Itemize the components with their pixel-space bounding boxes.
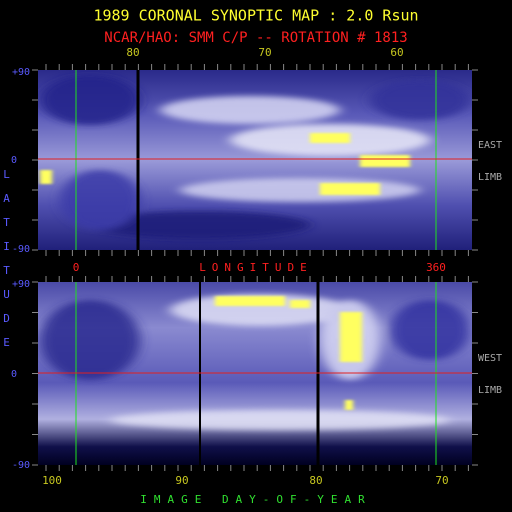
longitude-end: 360	[426, 261, 446, 274]
lat-tick: +90	[12, 279, 30, 290]
top-map	[38, 70, 472, 250]
subtitle: NCAR/HAO: SMM C/P -- ROTATION # 1813	[104, 30, 407, 46]
top-tick: 70	[258, 46, 271, 59]
latitude-label: LATITUDE	[0, 168, 13, 360]
top-tick: 60	[390, 46, 403, 59]
side-label: LIMB	[478, 172, 502, 183]
longitude-label: LONGITUDE	[199, 261, 313, 274]
lat-tick: 0	[11, 155, 17, 166]
day-axis-label: IMAGE DAY-OF-YEAR	[140, 493, 372, 506]
side-label: EAST	[478, 140, 502, 151]
day-tick: 80	[309, 474, 322, 487]
side-label: WEST	[478, 353, 502, 364]
longitude-start: 0	[73, 261, 80, 274]
bottom-map	[38, 282, 472, 465]
day-tick: 100	[42, 474, 62, 487]
day-tick: 70	[435, 474, 448, 487]
side-label: LIMB	[478, 385, 502, 396]
lat-tick: 0	[11, 369, 17, 380]
title: 1989 CORONAL SYNOPTIC MAP : 2.0 Rsun	[93, 7, 418, 25]
lat-tick: -90	[12, 244, 30, 255]
lat-tick: +90	[12, 67, 30, 78]
lat-tick: -90	[12, 460, 30, 471]
top-tick: 80	[126, 46, 139, 59]
day-tick: 90	[175, 474, 188, 487]
